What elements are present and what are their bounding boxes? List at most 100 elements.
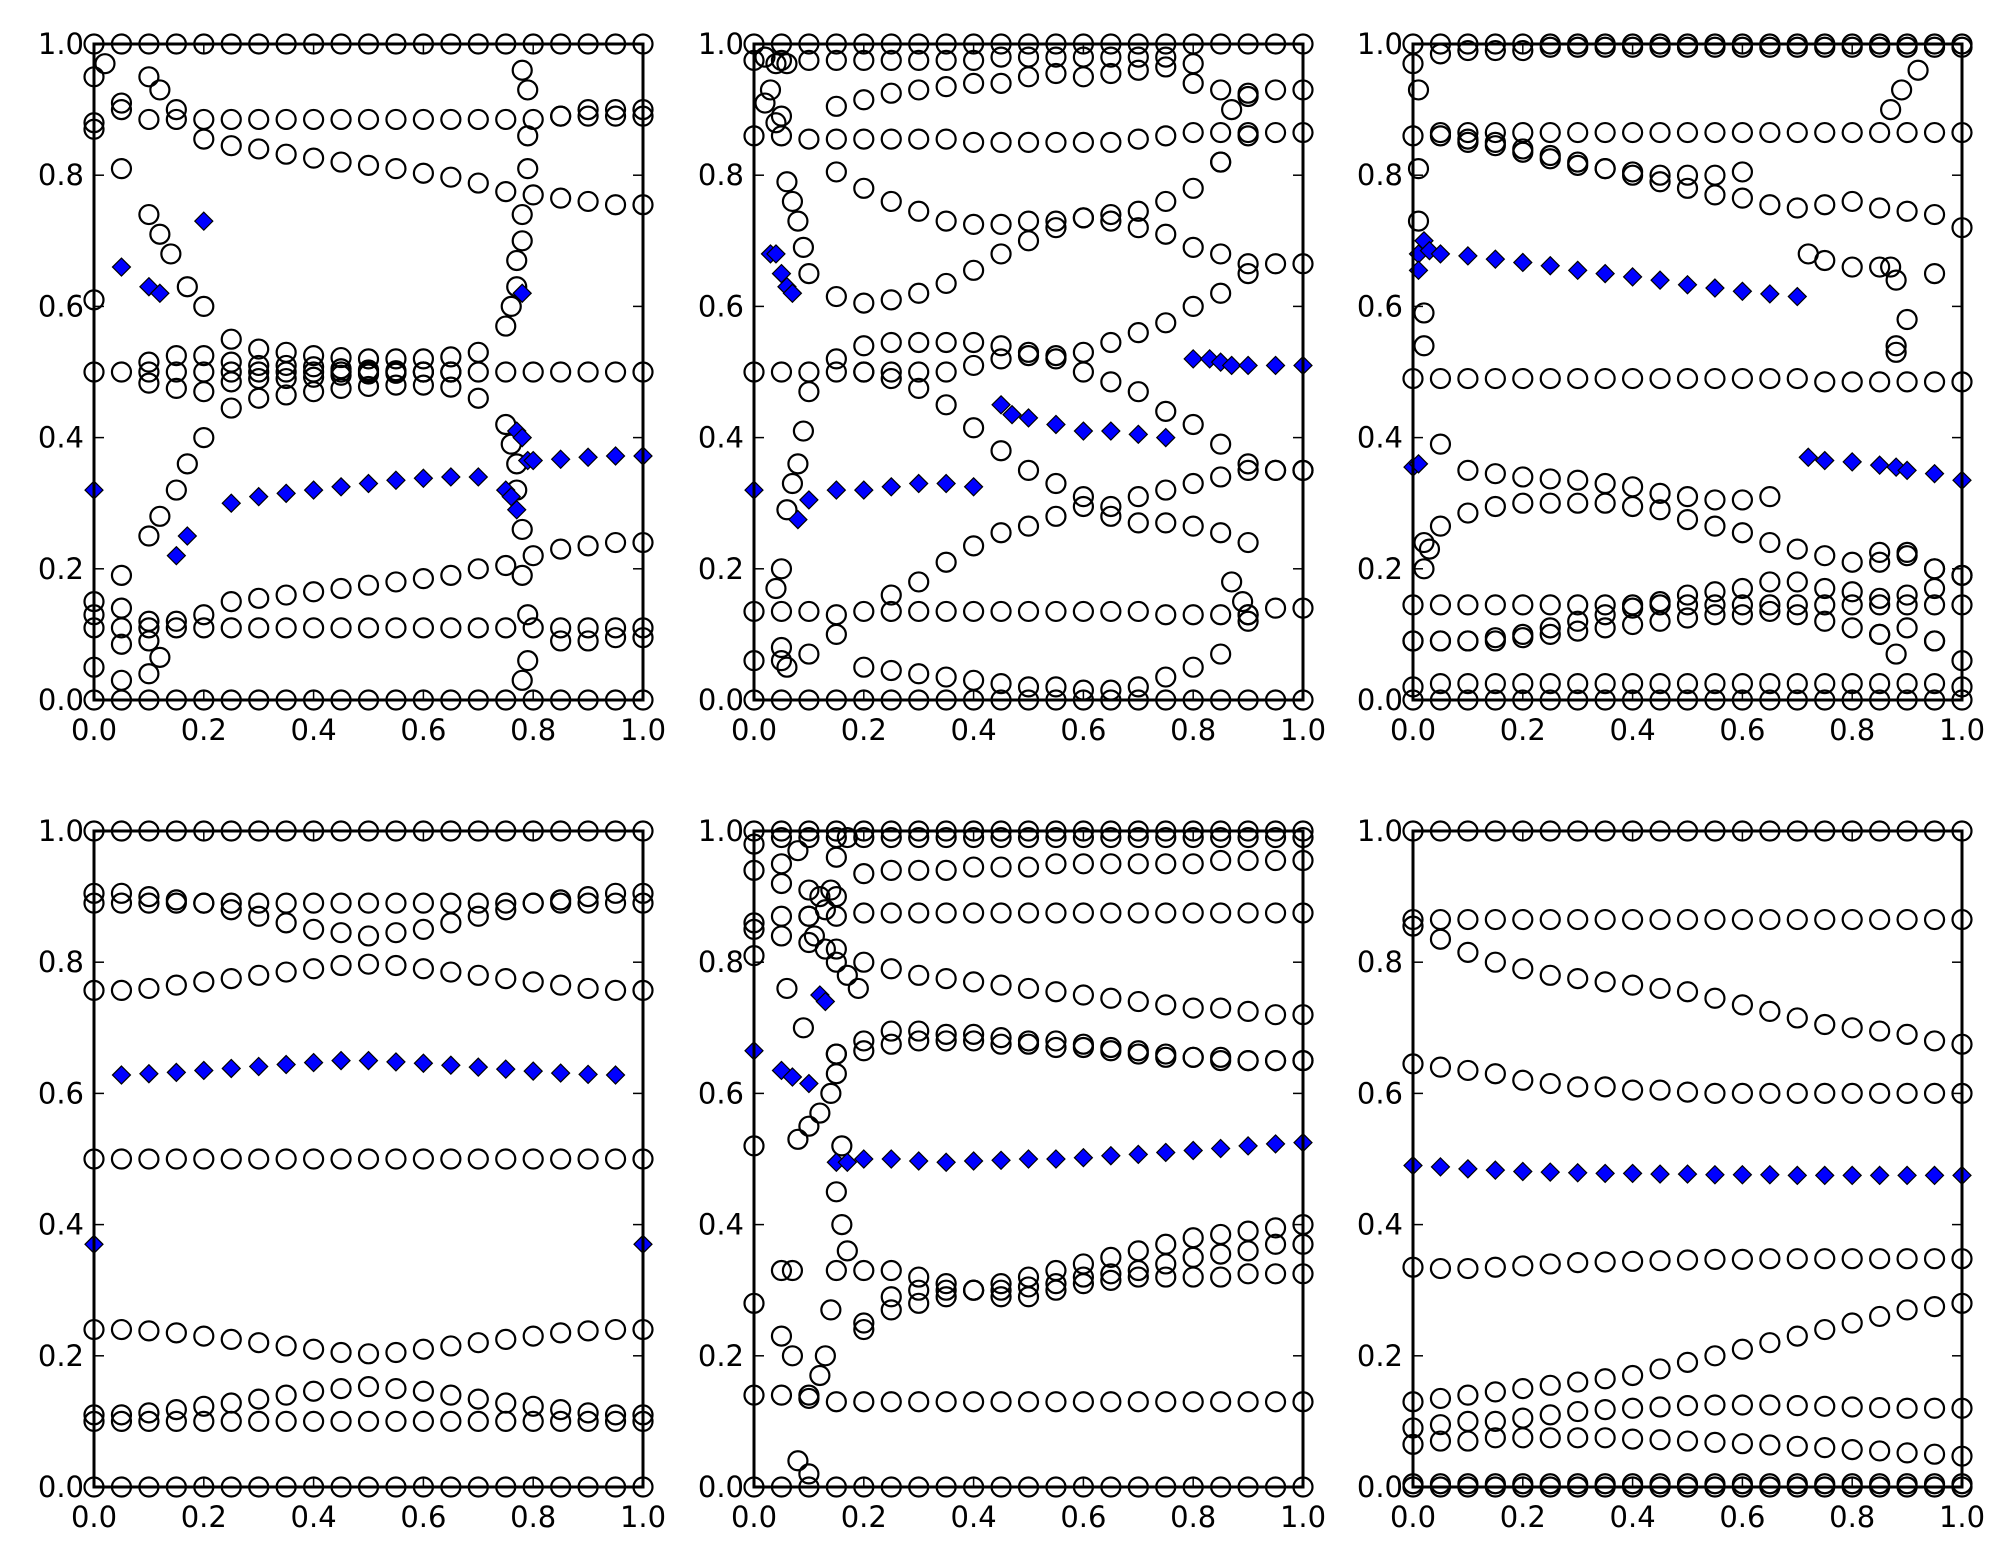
circle-point	[1676, 1395, 1699, 1417]
circle-point	[1814, 1248, 1836, 1270]
diamond-point	[1210, 1138, 1231, 1159]
circle-point	[550, 1398, 572, 1421]
circle-point	[330, 346, 352, 369]
circle-point	[357, 892, 380, 914]
circle-point	[1100, 1391, 1122, 1413]
circle-point	[385, 954, 407, 977]
circle-point	[1457, 908, 1479, 931]
circle-point	[1237, 1220, 1259, 1242]
circle-point	[963, 417, 985, 439]
circle-point	[1127, 59, 1149, 81]
circle-point	[1072, 600, 1094, 623]
circle-point	[1512, 1427, 1534, 1449]
diamond-point	[1046, 414, 1066, 435]
circle-point	[935, 1279, 957, 1301]
circle-point	[248, 1410, 270, 1433]
y-tick-label: 0.0	[38, 1470, 84, 1504]
circle-point	[1127, 322, 1149, 344]
circle-point	[770, 853, 793, 875]
diamond-point	[1155, 1142, 1176, 1163]
circle-point	[1045, 505, 1067, 527]
diamond-point	[1677, 1164, 1698, 1184]
circle-point	[303, 1148, 325, 1170]
circle-point	[770, 49, 793, 71]
circle-point	[165, 1410, 187, 1433]
y-tick-label: 0.8	[38, 158, 84, 192]
circle-point	[1594, 617, 1616, 639]
circle-point	[440, 1335, 462, 1357]
circle-point	[1759, 1332, 1781, 1354]
circle-point	[1210, 121, 1232, 144]
circle-point	[1484, 672, 1506, 695]
diamond-point	[166, 545, 187, 566]
circle-point	[880, 826, 902, 849]
circle-point	[792, 1017, 815, 1039]
markers	[83, 33, 654, 711]
circle-point	[1869, 1397, 1891, 1419]
circle-point	[825, 846, 847, 868]
circle-point	[275, 143, 297, 165]
x-tick-label: 0.6	[1719, 1500, 1765, 1534]
circle-point	[1676, 1351, 1699, 1373]
circle-point	[935, 902, 957, 924]
circle-point	[275, 892, 297, 914]
circle-point	[935, 331, 957, 354]
diamond-point	[1458, 1158, 1478, 1179]
circle-point	[1237, 849, 1259, 872]
circle-point	[1210, 849, 1232, 872]
circle-point	[935, 128, 957, 150]
circle-point	[1885, 335, 1907, 357]
circle-point	[908, 663, 930, 685]
circle-point	[908, 1020, 930, 1042]
circle-point	[825, 49, 847, 71]
circle-point	[1896, 1397, 1918, 1419]
circle-point	[1649, 171, 1671, 193]
x-tick-label: 0.4	[1610, 1500, 1656, 1534]
circle-point	[110, 892, 133, 914]
circle-point	[412, 958, 434, 980]
circle-point	[1429, 630, 1452, 652]
circle-point	[440, 346, 462, 368]
circle-point	[138, 630, 160, 652]
circle-point	[330, 577, 352, 600]
circle-point	[1786, 908, 1808, 931]
circle-point	[880, 1299, 902, 1321]
circle-point	[908, 1266, 930, 1288]
circle-point	[220, 1148, 242, 1170]
circle-point	[412, 617, 434, 639]
circle-point	[1704, 987, 1726, 1009]
circle-point	[1814, 121, 1836, 144]
diamond-point	[1512, 252, 1533, 273]
circle-point	[165, 108, 187, 131]
circle-point	[798, 263, 820, 285]
x-tick-label: 0.4	[291, 1500, 337, 1534]
circle-point	[1182, 236, 1204, 258]
circle-point	[1786, 36, 1808, 58]
circle-point	[831, 1214, 853, 1236]
circle-point	[853, 1030, 875, 1052]
circle-point	[1155, 1233, 1177, 1255]
y-tick-label: 1.0	[38, 27, 84, 61]
circle-point	[1896, 617, 1918, 639]
diamond-point	[837, 1152, 858, 1173]
circle-point	[248, 587, 270, 609]
circle-point	[440, 361, 462, 383]
circle-point	[385, 922, 407, 944]
circle-point	[1594, 1398, 1616, 1421]
circle-point	[495, 892, 517, 914]
y-tick-label: 0.4	[698, 1208, 744, 1242]
circle-point	[1567, 492, 1589, 514]
circle-point	[440, 108, 462, 131]
y-tick-label: 0.4	[1357, 1208, 1403, 1242]
circle-point	[220, 397, 242, 419]
circle-point	[1841, 551, 1863, 573]
circle-point	[138, 617, 160, 639]
circle-point	[1923, 371, 1946, 393]
circle-point	[412, 1338, 434, 1360]
circle-point	[880, 1391, 902, 1413]
circle-point	[1100, 203, 1122, 226]
diamond-point	[1183, 1140, 1204, 1161]
diamond-point	[413, 1053, 434, 1074]
circle-point	[1704, 581, 1726, 603]
circle-point	[1567, 610, 1589, 632]
